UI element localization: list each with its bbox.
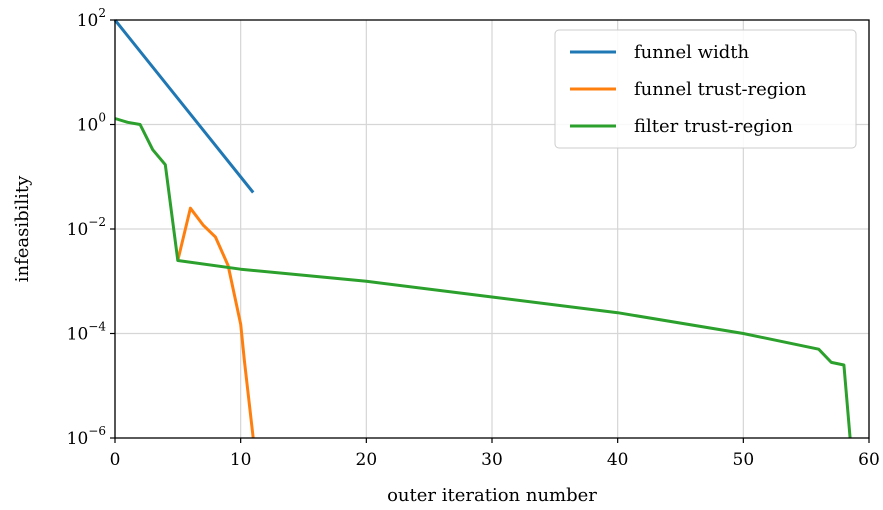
x-axis-label: outer iteration number bbox=[387, 485, 597, 506]
x-tick-label: 20 bbox=[356, 450, 378, 470]
x-tick-label: 30 bbox=[481, 450, 503, 470]
axis-ticks bbox=[110, 19, 870, 443]
y-tick-label: 10−6 bbox=[67, 424, 106, 449]
x-tick-label: 50 bbox=[733, 450, 755, 470]
y-tick-labels: 102 100 10−2 10−4 10−6 bbox=[67, 6, 107, 449]
x-tick-label: 60 bbox=[858, 450, 880, 470]
x-tick-labels: 0 10 20 30 40 50 60 bbox=[110, 450, 880, 470]
legend: funnel width funnel trust-region filter tr… bbox=[554, 29, 857, 149]
series-lines bbox=[113, 19, 852, 439]
legend-label: funnel trust-region bbox=[634, 79, 807, 100]
legend-label: filter trust-region bbox=[634, 116, 793, 137]
y-tick-label: 10−2 bbox=[67, 215, 106, 240]
y-tick-label: 102 bbox=[77, 6, 106, 31]
series-line-funnel-trust-region bbox=[176, 206, 255, 439]
x-tick-label: 40 bbox=[607, 450, 629, 470]
legend-box bbox=[554, 29, 857, 149]
x-tick-label: 10 bbox=[230, 450, 252, 470]
y-axis-label: infeasibility bbox=[12, 175, 33, 282]
series-line-funnel-width bbox=[113, 19, 255, 194]
legend-label: funnel width bbox=[634, 42, 749, 63]
series-line-filter-trust-region bbox=[114, 117, 852, 439]
y-tick-label: 100 bbox=[77, 111, 106, 136]
x-tick-label: 0 bbox=[110, 450, 121, 470]
y-tick-label: 10−4 bbox=[67, 320, 107, 345]
